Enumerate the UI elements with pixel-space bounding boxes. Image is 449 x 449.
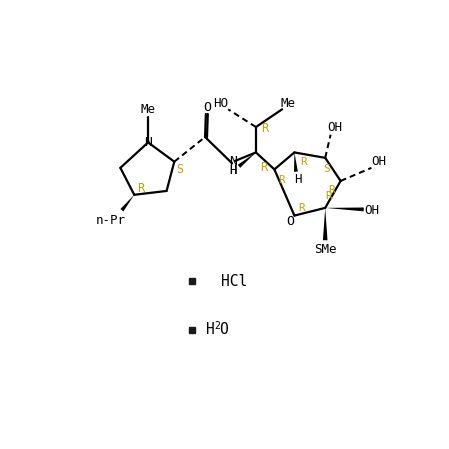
- Text: HCl: HCl: [221, 273, 247, 289]
- Text: O: O: [203, 101, 211, 114]
- Text: Me: Me: [141, 103, 156, 116]
- Text: H: H: [206, 322, 215, 337]
- Text: S: S: [323, 163, 330, 174]
- Text: S: S: [176, 163, 183, 176]
- Text: O: O: [219, 322, 228, 337]
- Text: OH: OH: [327, 121, 342, 134]
- Text: OH: OH: [372, 155, 387, 168]
- Text: R: R: [260, 161, 267, 174]
- Text: R: R: [299, 203, 305, 213]
- Text: n-Pr: n-Pr: [96, 214, 126, 227]
- Text: 2: 2: [214, 321, 220, 331]
- Text: H: H: [294, 173, 301, 186]
- Text: R: R: [300, 157, 307, 167]
- Text: H: H: [229, 164, 236, 177]
- Text: N: N: [229, 155, 237, 168]
- Text: O: O: [286, 215, 295, 228]
- Text: N: N: [144, 136, 152, 149]
- Text: R: R: [328, 185, 335, 195]
- Text: R: R: [279, 175, 286, 185]
- Polygon shape: [238, 153, 256, 168]
- Text: R: R: [137, 182, 144, 195]
- Text: R: R: [262, 122, 269, 135]
- Polygon shape: [120, 195, 134, 211]
- Polygon shape: [323, 208, 327, 240]
- Text: Me: Me: [281, 97, 296, 110]
- Text: R: R: [325, 191, 332, 201]
- Text: SMe: SMe: [314, 243, 336, 256]
- Text: H: H: [229, 164, 237, 177]
- Text: OH: OH: [364, 204, 379, 217]
- Text: HO: HO: [213, 97, 228, 110]
- Polygon shape: [294, 153, 298, 172]
- Polygon shape: [325, 207, 364, 211]
